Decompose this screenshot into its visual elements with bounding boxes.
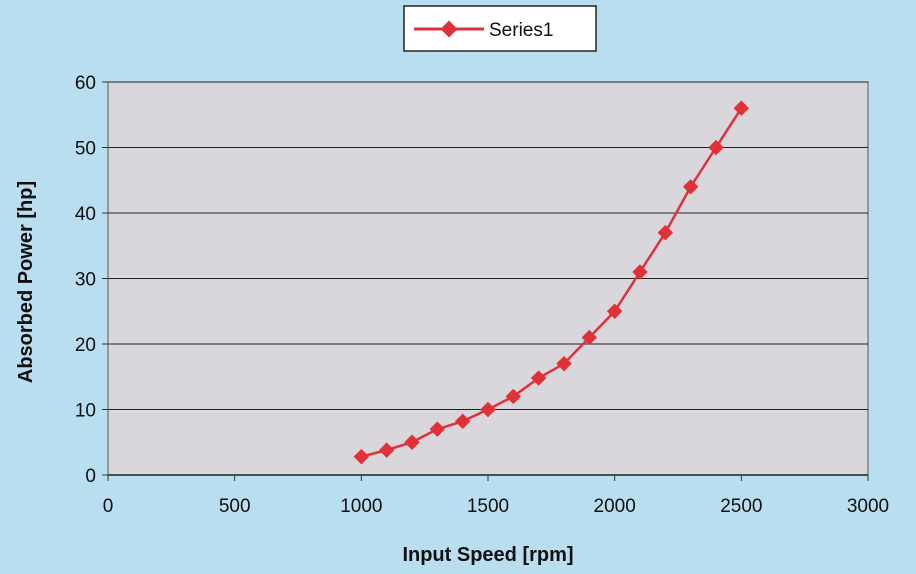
- data-point: [581, 329, 598, 346]
- y-axis: 0 10 20 30 40 50 60: [75, 73, 109, 487]
- data-point: [682, 179, 699, 195]
- data-point: [632, 264, 648, 280]
- data-point: [556, 355, 572, 372]
- series-layer: [353, 100, 750, 465]
- data-point: [657, 224, 674, 241]
- x-tick-label: 3000: [847, 496, 889, 517]
- x-tick-label: 0: [103, 496, 114, 517]
- x-tick-label: 2000: [594, 496, 636, 517]
- data-point: [454, 413, 471, 429]
- x-tick-label: 2500: [720, 496, 762, 517]
- data-point: [404, 434, 420, 450]
- data-point: [378, 442, 395, 458]
- data-point: [353, 448, 370, 465]
- x-tick-label: 1500: [467, 496, 509, 517]
- data-point: [733, 100, 750, 116]
- data-point: [480, 401, 496, 418]
- series-line: [361, 107, 743, 458]
- y-tick-label: 60: [75, 73, 96, 94]
- data-point: [606, 303, 623, 319]
- data-point: [505, 388, 522, 405]
- y-tick-label: 50: [75, 139, 96, 160]
- legend-label: Series1: [489, 20, 553, 41]
- legend: Series1: [403, 5, 597, 52]
- x-axis-title: Input Speed [rpm]: [402, 544, 573, 566]
- x-tick-label: 1000: [340, 496, 382, 517]
- y-tick-label: 30: [75, 270, 96, 291]
- data-point: [530, 370, 547, 386]
- y-tick-label: 20: [75, 335, 96, 356]
- y-tick-label: 40: [75, 204, 96, 225]
- y-tick-label: 10: [75, 401, 96, 422]
- x-tick-label: 500: [219, 496, 251, 517]
- data-point: [429, 421, 446, 437]
- y-axis-title: Absorbed Power [hp]: [15, 181, 37, 383]
- data-point: [708, 139, 724, 156]
- y-tick-label: 0: [85, 466, 96, 487]
- x-axis: 0 500 1000 1500 2000 2500 3000: [103, 475, 889, 517]
